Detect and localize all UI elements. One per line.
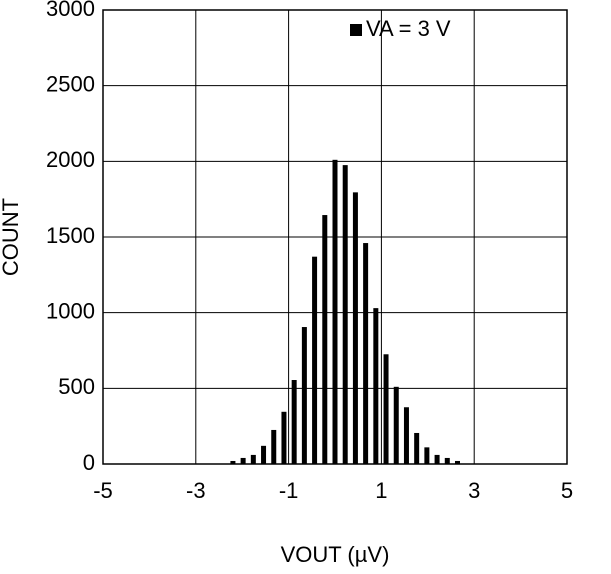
y-tick-label: 3000 [46, 0, 95, 21]
bar [424, 447, 430, 464]
x-tick-label: 5 [561, 478, 573, 503]
bar [301, 327, 307, 464]
bar [454, 460, 460, 464]
bar [352, 192, 358, 464]
bar [342, 165, 348, 464]
x-tick-label: -5 [93, 478, 113, 503]
bar [434, 454, 440, 464]
y-tick-label: 2000 [46, 147, 95, 172]
bar [332, 159, 338, 464]
y-tick-label: 1000 [46, 298, 95, 323]
y-tick-label: 0 [83, 450, 95, 475]
bar [250, 454, 256, 464]
y-tick-label: 500 [58, 374, 95, 399]
y-tick-label: 1500 [46, 223, 95, 248]
x-tick-label: -1 [279, 478, 299, 503]
x-tick-label: -3 [186, 478, 206, 503]
bar [291, 380, 297, 464]
bar [393, 386, 399, 464]
bar [322, 215, 328, 464]
bar [240, 457, 246, 464]
bar [383, 354, 389, 464]
bar [271, 429, 277, 464]
bar [230, 460, 236, 464]
y-axis-label: COUNT [0, 198, 23, 276]
bar [373, 308, 379, 464]
bar [312, 256, 318, 464]
x-tick-label: 3 [468, 478, 480, 503]
legend-swatch [350, 24, 362, 36]
x-axis-label: VOUT (µV) [281, 542, 390, 567]
x-tick-label: 1 [375, 478, 387, 503]
bar [281, 411, 287, 464]
bar [363, 243, 369, 464]
legend-label: VA = 3 V [366, 16, 451, 41]
y-tick-label: 2500 [46, 71, 95, 96]
bar [261, 445, 267, 464]
bar [444, 457, 450, 464]
bar [414, 432, 420, 464]
bar [403, 407, 409, 464]
